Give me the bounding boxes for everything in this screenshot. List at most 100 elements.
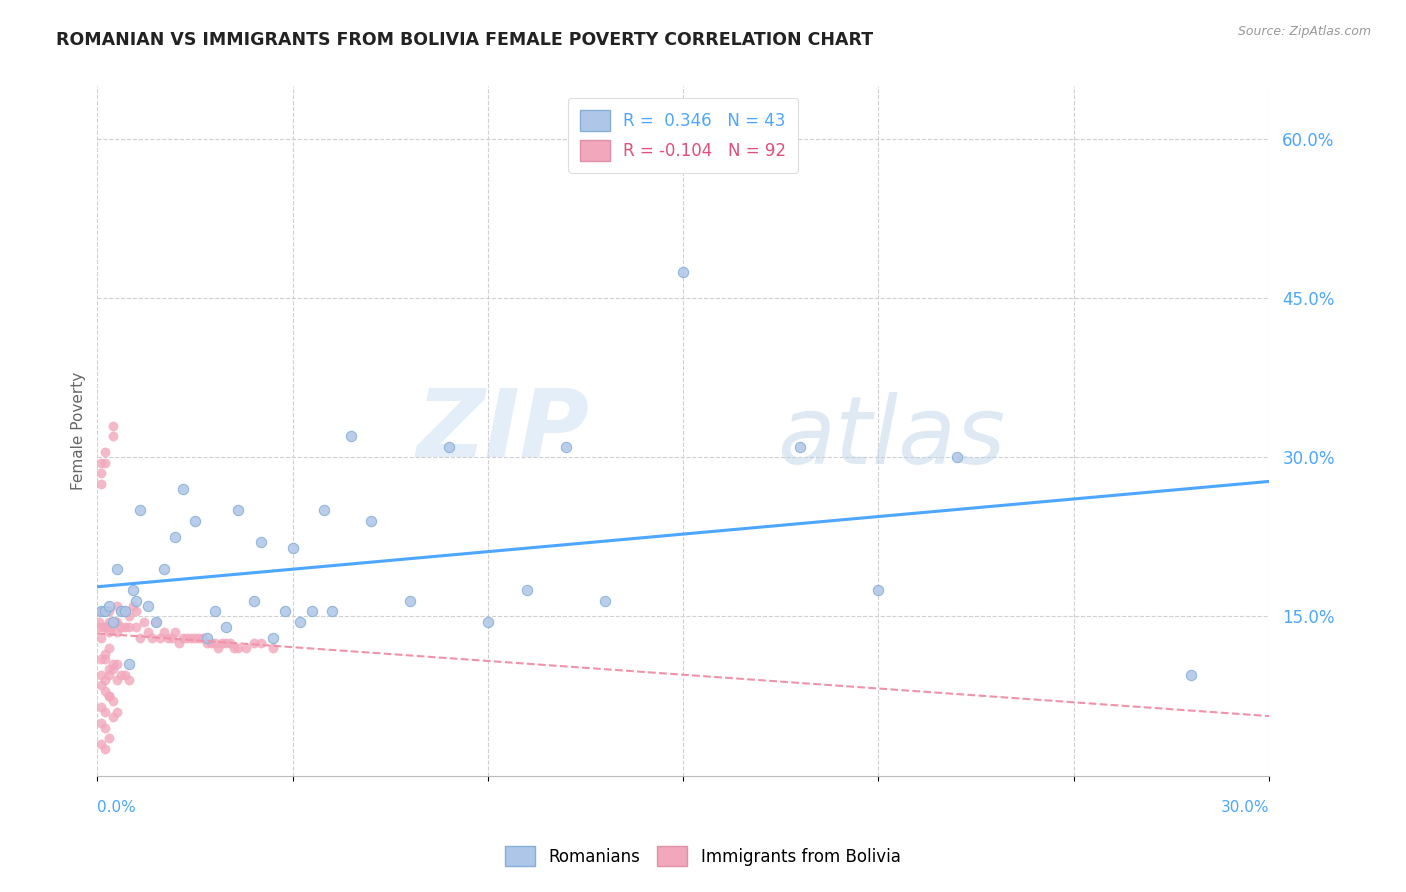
Point xyxy=(98,689,121,703)
Point xyxy=(262,641,284,656)
Point xyxy=(125,620,148,634)
Point xyxy=(94,647,117,661)
Point xyxy=(91,604,114,618)
Text: ZIP: ZIP xyxy=(416,385,589,477)
Point xyxy=(87,620,110,634)
Point xyxy=(477,615,499,629)
Point xyxy=(101,615,124,629)
Point xyxy=(96,620,118,634)
Point xyxy=(200,636,222,650)
Point xyxy=(94,445,117,459)
Point xyxy=(191,631,214,645)
Point xyxy=(222,641,245,656)
Point xyxy=(281,541,304,555)
Point xyxy=(136,625,159,640)
Point xyxy=(90,604,112,618)
Point xyxy=(117,620,139,634)
Point xyxy=(105,625,128,640)
Text: 0.0%: 0.0% xyxy=(97,799,136,814)
Legend: R =  0.346   N = 43, R = -0.104   N = 92: R = 0.346 N = 43, R = -0.104 N = 92 xyxy=(568,98,799,173)
Point xyxy=(290,615,312,629)
Point xyxy=(94,604,117,618)
Point xyxy=(110,604,132,618)
Point xyxy=(101,429,124,443)
Point xyxy=(149,631,172,645)
Point xyxy=(152,625,174,640)
Point xyxy=(242,636,264,650)
Point xyxy=(340,429,363,443)
Point xyxy=(98,689,121,703)
Point xyxy=(105,615,128,629)
Point xyxy=(176,631,198,645)
Point xyxy=(219,636,242,650)
Point xyxy=(242,593,264,607)
Point xyxy=(98,604,121,618)
Point xyxy=(117,609,139,624)
Point xyxy=(516,582,538,597)
Point xyxy=(114,604,136,618)
Point xyxy=(94,742,117,756)
Point xyxy=(152,562,174,576)
Point xyxy=(90,604,112,618)
Point xyxy=(94,673,117,687)
Point xyxy=(90,467,112,481)
Point xyxy=(90,477,112,491)
Point xyxy=(301,604,323,618)
Point xyxy=(114,604,136,618)
Point xyxy=(262,631,284,645)
Point xyxy=(321,604,343,618)
Point xyxy=(211,636,233,650)
Point xyxy=(172,482,194,496)
Point xyxy=(160,631,183,645)
Point xyxy=(398,593,420,607)
Point xyxy=(172,631,194,645)
Point xyxy=(180,631,202,645)
Point xyxy=(868,582,890,597)
Point xyxy=(789,440,811,454)
Point xyxy=(125,604,148,618)
Text: ROMANIAN VS IMMIGRANTS FROM BOLIVIA FEMALE POVERTY CORRELATION CHART: ROMANIAN VS IMMIGRANTS FROM BOLIVIA FEMA… xyxy=(56,31,873,49)
Point xyxy=(121,599,143,613)
Y-axis label: Female Poverty: Female Poverty xyxy=(72,372,86,490)
Point xyxy=(204,604,226,618)
Point xyxy=(90,699,112,714)
Point xyxy=(104,615,127,629)
Point xyxy=(94,620,117,634)
Point xyxy=(250,535,273,549)
Point xyxy=(98,641,121,656)
Point xyxy=(98,663,121,677)
Point xyxy=(89,615,111,629)
Point xyxy=(169,636,191,650)
Point xyxy=(105,562,128,576)
Point xyxy=(1180,667,1202,681)
Point xyxy=(136,599,159,613)
Point xyxy=(90,737,112,751)
Point xyxy=(117,657,139,672)
Point xyxy=(101,663,124,677)
Point xyxy=(129,503,152,517)
Point xyxy=(105,599,128,613)
Point xyxy=(156,631,179,645)
Point xyxy=(165,530,187,544)
Point xyxy=(101,657,124,672)
Point xyxy=(141,631,163,645)
Point xyxy=(165,625,187,640)
Point xyxy=(235,641,257,656)
Point xyxy=(90,667,112,681)
Point xyxy=(90,652,112,666)
Point xyxy=(360,514,382,528)
Point xyxy=(672,265,695,279)
Point xyxy=(90,678,112,692)
Point xyxy=(226,503,249,517)
Point xyxy=(98,731,121,746)
Point xyxy=(114,620,136,634)
Point xyxy=(94,721,117,735)
Point xyxy=(204,636,226,650)
Point xyxy=(94,652,117,666)
Point xyxy=(101,694,124,708)
Text: atlas: atlas xyxy=(778,392,1005,483)
Point xyxy=(94,705,117,719)
Point xyxy=(110,620,132,634)
Legend: Romanians, Immigrants from Bolivia: Romanians, Immigrants from Bolivia xyxy=(499,839,907,873)
Point xyxy=(195,631,218,645)
